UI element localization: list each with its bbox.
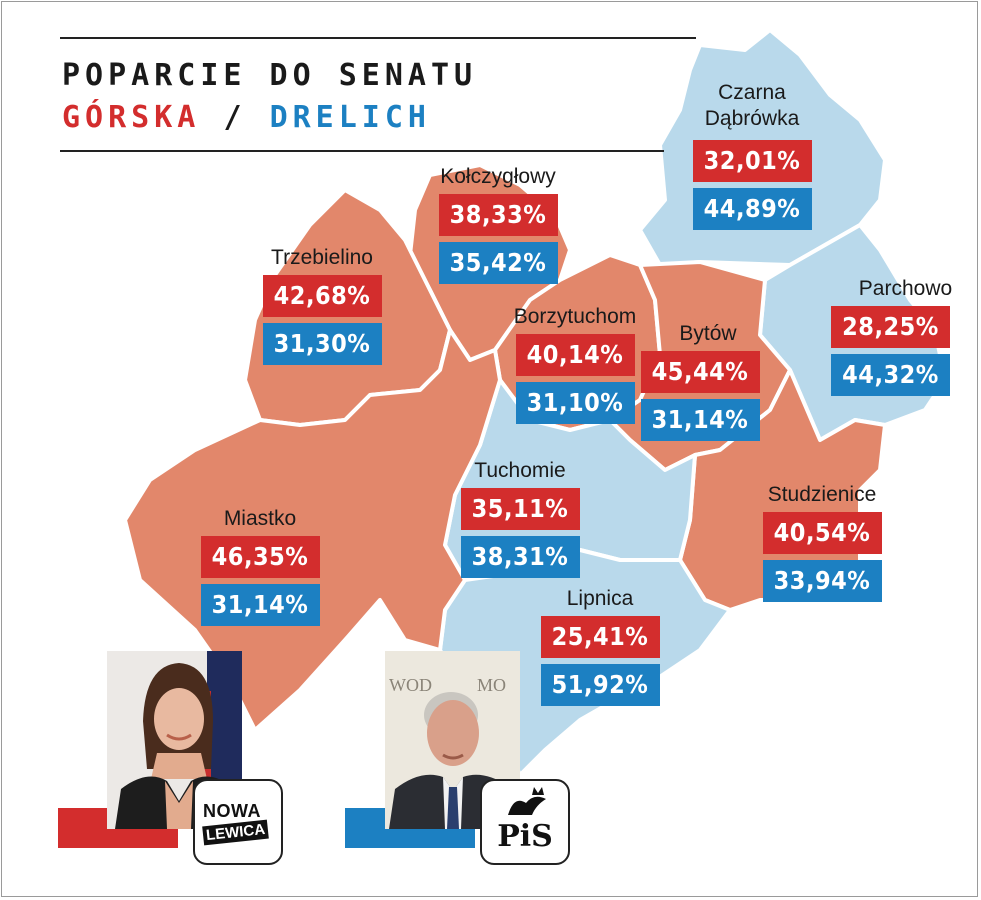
muni-tuchomie: Tuchomie 35,11% 38,31% — [450, 459, 590, 584]
muni-trzebielino: Trzebielino 42,68% 31,30% — [252, 246, 392, 371]
result-a: 42,68% — [262, 275, 382, 317]
muni-miastko: Miastko 46,35% 31,14% — [190, 507, 330, 632]
result-b: 44,32% — [831, 354, 950, 396]
candidate-a-photo — [107, 651, 242, 829]
result-b: 31,30% — [262, 323, 382, 365]
muni-name: Czarna Dąbrówka — [704, 81, 800, 130]
result-b: 31,14% — [200, 584, 320, 626]
muni-name: Tuchomie — [474, 459, 566, 482]
page-subtitle: GÓRSKA / DRELICH — [62, 100, 431, 135]
muni-studzienice: Studzienice 40,54% 33,94% — [752, 483, 892, 608]
party-a-logo: NOWA LEWICA — [193, 779, 283, 865]
muni-name: Bytów — [679, 322, 737, 345]
candidate-b-label: DRELICH — [269, 100, 431, 135]
muni-bytow: Bytów 45,44% 31,14% — [630, 322, 770, 447]
crown-icon — [532, 787, 544, 795]
muni-lipnica: Lipnica 25,41% 51,92% — [530, 587, 670, 712]
result-a: 35,11% — [460, 488, 580, 530]
result-b: 51,92% — [540, 664, 660, 706]
region-miastko — [123, 328, 502, 732]
muni-name: Trzebielino — [271, 246, 373, 269]
result-b: 38,31% — [460, 536, 580, 578]
candidate-b-backdrop-text: WOD MO — [389, 675, 506, 695]
party-b-logo: PiS — [480, 779, 570, 865]
result-a: 45,44% — [640, 351, 760, 393]
muni-kolczyglowy: Kołczygłowy 38,33% 35,42% — [428, 165, 568, 290]
muni-name: Studzienice — [767, 483, 877, 506]
muni-parchowo: Parchowo 28,25% 44,32% — [818, 277, 963, 402]
result-a: 40,14% — [515, 334, 635, 376]
result-b: 44,89% — [692, 188, 812, 230]
result-a: 28,25% — [831, 306, 950, 348]
header-rule-top — [60, 37, 696, 39]
party-b-logo-text: PiS — [497, 819, 553, 854]
muni-name: Parchowo — [858, 277, 953, 300]
muni-name: Miastko — [223, 507, 297, 530]
eagle-icon — [508, 796, 546, 815]
result-b: 31,14% — [640, 399, 760, 441]
result-a: 38,33% — [438, 194, 558, 236]
result-a: 46,35% — [200, 536, 320, 578]
party-a-logo-line2: LEWICA — [202, 819, 269, 846]
muni-name: Kołczygłowy — [440, 165, 556, 188]
result-a: 40,54% — [762, 512, 882, 554]
muni-name: Lipnica — [566, 587, 634, 610]
page-title: POPARCIE DO SENATU — [62, 58, 478, 93]
candidate-a-label: GÓRSKA — [62, 100, 201, 135]
result-b: 31,10% — [515, 382, 635, 424]
candidate-separator: / — [223, 100, 247, 135]
result-b: 35,42% — [438, 242, 558, 284]
muni-borzytuchom: Borzytuchom 40,14% 31,10% — [500, 305, 650, 430]
result-a: 32,01% — [692, 140, 812, 182]
muni-czarna-dabrowka: Czarna Dąbrówka 32,01% 44,89% — [682, 80, 822, 236]
result-b: 33,94% — [762, 560, 882, 602]
result-a: 25,41% — [540, 616, 660, 658]
header-rule-bottom — [60, 150, 664, 152]
party-a-logo-line1: NOWA — [203, 801, 261, 821]
muni-name: Borzytuchom — [513, 305, 637, 328]
